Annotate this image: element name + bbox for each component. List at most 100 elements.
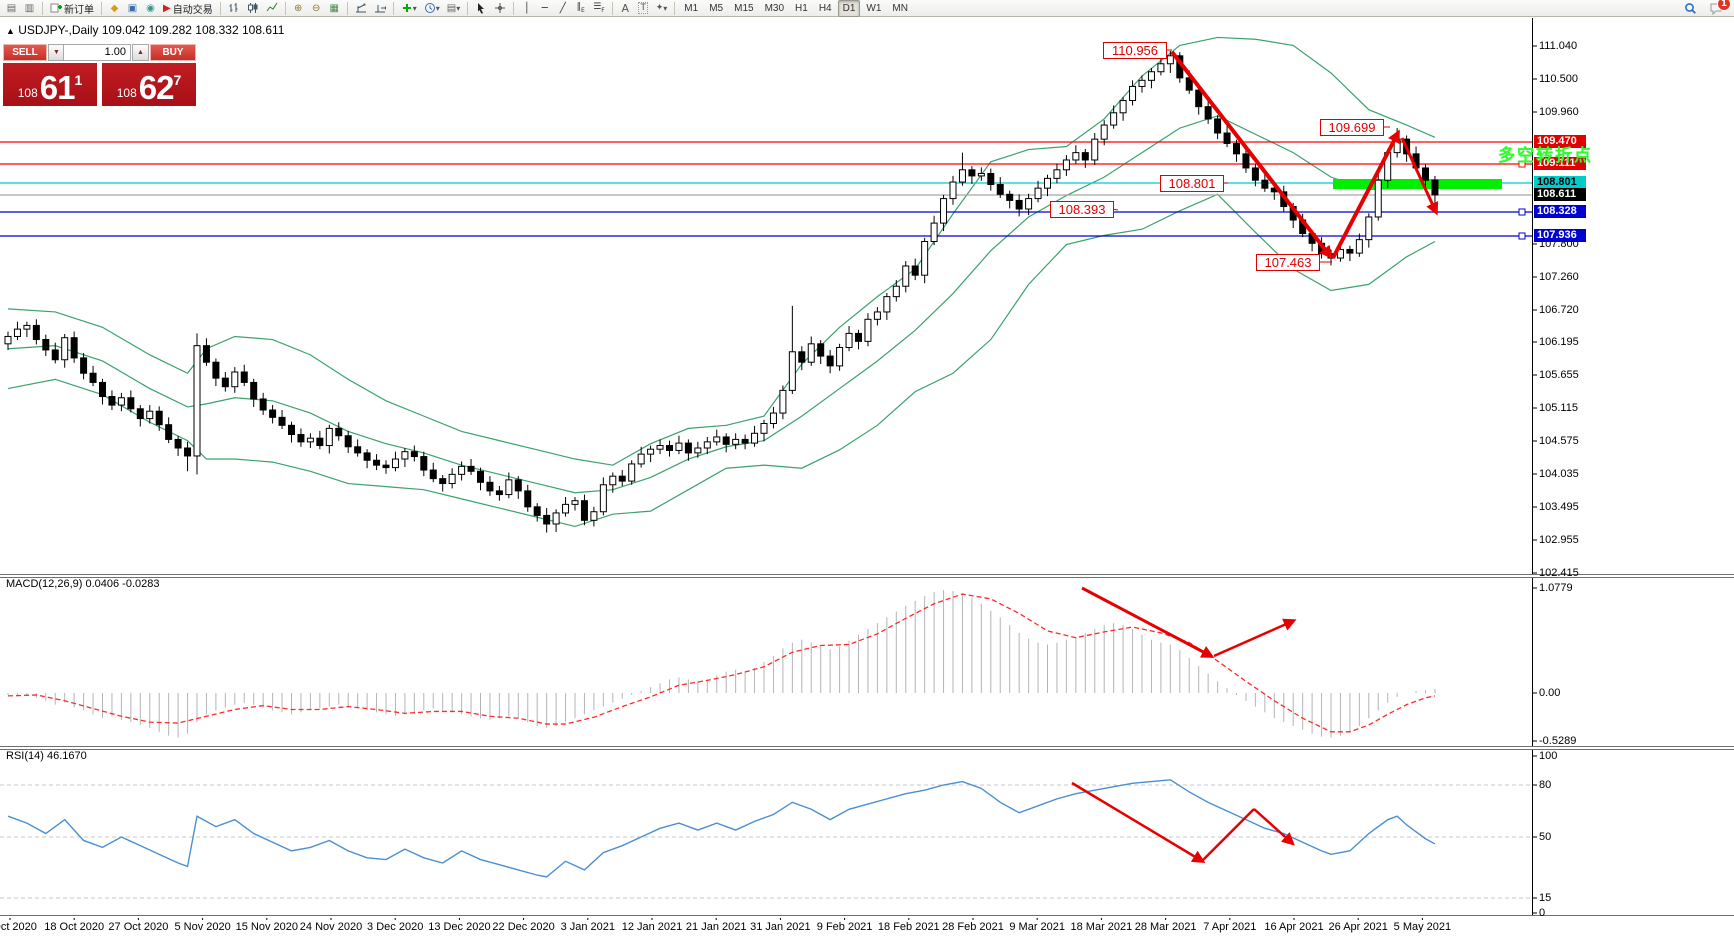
price-tag-109.470: 109.470 <box>1534 135 1586 148</box>
date-axis-label: 12 Jan 2021 <box>621 921 683 933</box>
date-axis-label: 22 Dec 2020 <box>492 921 555 933</box>
line-chart-mode-icon[interactable] <box>263 1 281 16</box>
price-trend-arrow[interactable] <box>1331 129 1400 259</box>
hline-handle-108.328[interactable] <box>1518 208 1526 216</box>
tile-windows-icon[interactable]: ▦ <box>329 2 339 14</box>
date-axis-label: 16 Apr 2021 <box>1264 921 1324 933</box>
rsi-trend-arrow[interactable] <box>1253 808 1295 846</box>
notifications-icon[interactable]: 1 <box>1706 0 1731 16</box>
timeframe-button-m30[interactable]: M30 <box>764 2 785 14</box>
text-label-tool-icon[interactable]: T <box>638 2 648 14</box>
pane-separator[interactable] <box>0 746 1734 750</box>
rsi-trend-arrow[interactable] <box>1071 781 1206 864</box>
date-axis-label: 18 Feb 2021 <box>877 921 940 933</box>
rsi-trend-arrow[interactable] <box>1201 808 1255 862</box>
bollinger-lower-band <box>7 193 1436 528</box>
history-center-icon[interactable]: ◆ <box>110 2 119 14</box>
notification-badge: 1 <box>1717 0 1731 11</box>
arrows-tool-button[interactable]: ✦ ▾ <box>655 3 668 13</box>
price-tag-107.936: 107.936 <box>1534 229 1586 242</box>
price-trend-arrow[interactable] <box>1400 137 1439 216</box>
date-axis-label: 28 Mar 2021 <box>1134 921 1197 933</box>
hline-handle-109.111[interactable] <box>1518 160 1526 168</box>
buy-button[interactable]: BUY <box>150 44 196 61</box>
zoom-in-icon[interactable]: ⊕ <box>294 2 303 14</box>
sell-button[interactable]: SELL <box>3 44 47 61</box>
timeframe-button-h1[interactable]: H1 <box>795 2 808 14</box>
signals-icon[interactable]: ◉ <box>146 2 155 14</box>
price-annotation-108.801[interactable]: 108.801 <box>1160 175 1224 192</box>
periods-button[interactable]: ▾ <box>421 1 443 16</box>
collapse-icon[interactable]: ▲ <box>6 26 15 36</box>
timeframe-button-m15[interactable]: M15 <box>734 2 754 14</box>
crosshair-icon[interactable] <box>491 1 509 16</box>
fibonacci-icon[interactable]: ☰F <box>593 2 605 14</box>
price-tag-109.111: 109.111 <box>1534 157 1586 170</box>
price-trend-arrow[interactable] <box>1170 50 1333 260</box>
toolbar-separator <box>513 1 515 15</box>
price-annotation-109.699[interactable]: 109.699 <box>1320 119 1384 136</box>
buy-price-display[interactable]: 108 62 7 <box>102 63 196 106</box>
chart-shift-icon[interactable] <box>371 1 389 16</box>
toolbar-separator <box>674 1 676 15</box>
vertical-line-icon[interactable]: │ <box>523 2 530 14</box>
candlesticks <box>4 50 1439 533</box>
autotrading-button[interactable]: ▶ 自动交易 <box>160 1 216 16</box>
price-axis-tick-label: 105.115 <box>1539 402 1578 414</box>
templates-button[interactable]: ▤ ▾ <box>446 2 461 14</box>
candlestick-mode-icon[interactable] <box>244 1 262 16</box>
macd-axis-label: -0.5289 <box>1539 735 1577 747</box>
volume-input[interactable]: 1.00 <box>63 44 131 61</box>
bar-chart-mode-icon[interactable] <box>225 1 243 16</box>
price-annotation-110.956[interactable]: 110.956 <box>1103 42 1167 59</box>
date-axis-label: 9 Mar 2021 <box>1009 921 1066 933</box>
new-order-button[interactable]: 新订单 <box>47 1 97 16</box>
price-annotation-107.463[interactable]: 107.463 <box>1256 254 1320 271</box>
auto-scroll-icon[interactable] <box>352 1 370 16</box>
pivot-annotation-text[interactable]: 多空转折点 <box>1498 146 1593 165</box>
price-axis-tick-label: 105.655 <box>1539 369 1579 381</box>
timeframe-button-h4[interactable]: H4 <box>818 2 832 14</box>
strategy-tester-icon[interactable]: ▣ <box>127 2 138 14</box>
price-axis-tick-label: 106.195 <box>1539 336 1579 348</box>
rsi-line <box>7 779 1436 878</box>
macd-trend-arrow[interactable] <box>1081 586 1215 658</box>
sell-price-display[interactable]: 108 61 1 <box>3 63 97 106</box>
zoom-out-icon[interactable]: ⊖ <box>312 2 321 14</box>
horizontal-line-icon[interactable]: ─ <box>541 2 548 14</box>
profiles-icon[interactable]: ▥ <box>24 2 35 14</box>
axis-separator <box>0 915 1734 918</box>
price-axis-tick-label: 102.415 <box>1539 567 1579 579</box>
rsi-axis-label: 80 <box>1539 779 1552 791</box>
channel-icon[interactable]: ∥E <box>576 2 585 14</box>
bollinger-upper-band <box>7 36 1436 466</box>
macd-axis-label: 0.00 <box>1539 687 1561 699</box>
timeframe-button-m1[interactable]: M1 <box>684 2 699 14</box>
volume-up-button[interactable]: ▲ <box>132 44 149 61</box>
timeframe-button-mn[interactable]: MN <box>892 2 908 14</box>
support-zone-rectangle[interactable] <box>1333 179 1502 189</box>
macd-signal-line <box>7 593 1436 733</box>
date-axis-label: 3 Jan 2021 <box>560 921 616 933</box>
macd-trend-arrow[interactable] <box>1213 618 1297 658</box>
timeframe-button-w1[interactable]: W1 <box>866 2 882 14</box>
search-icon[interactable] <box>1681 1 1700 16</box>
price-axis-tick-label: 107.260 <box>1539 271 1579 283</box>
text-tool-icon[interactable]: A <box>621 1 629 15</box>
date-axis-label: 13 Dec 2020 <box>428 921 491 933</box>
rsi-label: RSI(14) 46.1670 <box>6 750 87 762</box>
price-annotation-108.393[interactable]: 108.393 <box>1050 201 1114 218</box>
timeframe-button-d1[interactable]: D1 <box>837 0 861 17</box>
cursor-icon[interactable] <box>472 1 490 16</box>
hline-handle-107.936[interactable] <box>1518 232 1526 240</box>
timeframe-button-m5[interactable]: M5 <box>709 2 724 14</box>
new-chart-icon[interactable]: ▤ <box>6 2 17 14</box>
pane-separator[interactable] <box>0 574 1734 578</box>
timeframe-toolbar: M1 M5 M15 M30 H1 H4 D1 W1 MN <box>679 0 913 17</box>
macd-axis-label: 1.0779 <box>1539 582 1573 594</box>
indicators-button[interactable]: ▾ <box>398 1 420 16</box>
toolbar-separator <box>101 1 102 15</box>
date-axis-label: 24 Nov 2020 <box>299 921 363 933</box>
trendline-icon[interactable]: ╱ <box>559 2 566 14</box>
